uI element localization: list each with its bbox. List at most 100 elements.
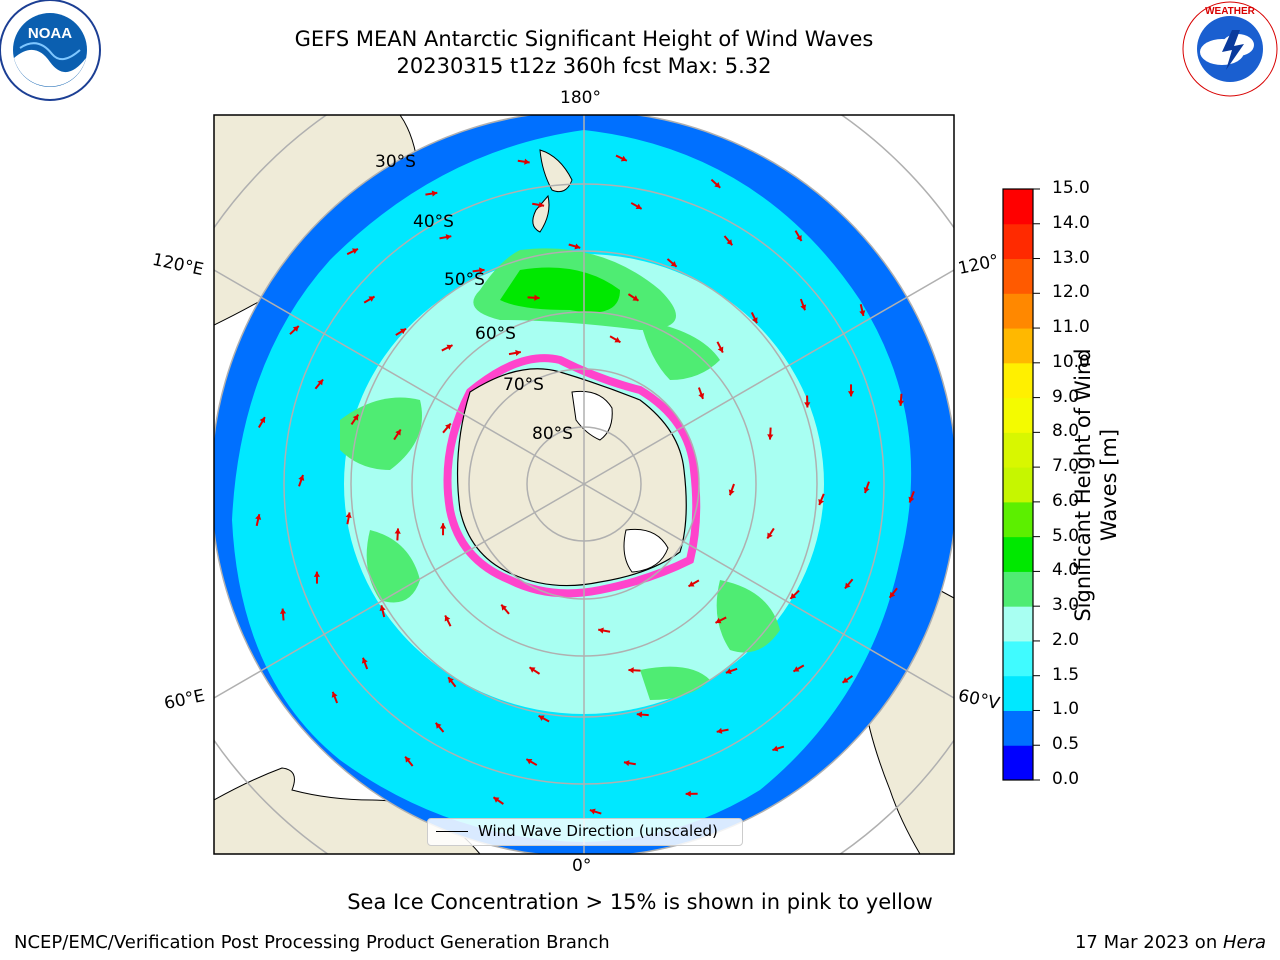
- wind-arrow: [897, 393, 905, 406]
- lon-label-180: 180°: [560, 88, 601, 108]
- wind-arrow: [350, 414, 360, 426]
- wind-arrows: [255, 154, 915, 815]
- lat-label-50s: 50°S: [444, 270, 485, 290]
- wind-arrow: [441, 344, 453, 352]
- lat-label-60s: 60°S: [475, 324, 516, 344]
- wind-arrow: [794, 230, 803, 242]
- wind-arrow: [623, 760, 636, 767]
- wind-arrow: [447, 676, 457, 688]
- wind-arrow: [395, 327, 407, 336]
- colorbar-tick-label: 3.0: [1052, 595, 1080, 616]
- wind-arrow: [404, 756, 414, 767]
- wind-arrow: [538, 714, 550, 723]
- date-text: 17 Mar 2023 on Hera: [1075, 932, 1266, 953]
- wind-arrow: [361, 657, 369, 670]
- colorbar-bin: [1003, 189, 1033, 225]
- graticule: [214, 115, 954, 854]
- wind-arrow: [772, 745, 785, 752]
- colorbar-bin: [1003, 293, 1033, 329]
- wind-arrow: [728, 483, 735, 496]
- wind-arrow: [313, 571, 321, 584]
- wind-arrow: [666, 258, 678, 268]
- colorbar-tick-label: 12.0: [1052, 282, 1090, 303]
- wind-arrow: [444, 615, 452, 627]
- wind-arrow: [439, 523, 447, 536]
- colorbar-bin: [1003, 745, 1033, 781]
- ice-shelf-weddell: [623, 528, 669, 573]
- wind-arrow: [442, 422, 452, 434]
- wind-arrow: [425, 190, 438, 197]
- wind-arrow: [609, 335, 621, 344]
- wind-arrow: [750, 311, 758, 324]
- noaa-logo: NOAA: [0, 0, 101, 101]
- wind-arrow: [508, 349, 521, 356]
- colorbar-tick-label: 1.5: [1052, 664, 1080, 685]
- colorbar-tick-label: 2.0: [1052, 629, 1080, 650]
- colorbar-bin: [1003, 467, 1033, 503]
- wind-arrow: [525, 758, 538, 766]
- wind-arrow: [379, 605, 386, 618]
- wind-arrow: [710, 178, 721, 189]
- wind-arrow: [685, 790, 698, 797]
- lat-label-80s: 80°S: [532, 424, 573, 444]
- colorbar-label: Significant Height of Wind Waves [m]: [1071, 348, 1121, 622]
- national-weather-service-logo: WEATHER: [1182, 1, 1278, 97]
- noaa-logo-text: NOAA: [28, 25, 72, 42]
- wind-arrow: [715, 616, 727, 624]
- wind-arrow: [279, 608, 287, 621]
- colorbar-tick-label: 13.0: [1052, 247, 1090, 268]
- colorbar-tick-label: 8.0: [1052, 421, 1080, 442]
- wind-arrow: [289, 325, 300, 335]
- wind-arrow: [258, 416, 266, 429]
- colorbar-bin: [1003, 640, 1033, 677]
- colorbar-tick-label: 1.0: [1052, 699, 1080, 720]
- colorbar-tick-label: 10.0: [1052, 351, 1090, 372]
- wind-arrow: [908, 491, 915, 503]
- map-subtitle: 20230315 t12z 360h fcst Max: 5.32: [396, 54, 772, 78]
- wind-arrow: [615, 154, 628, 162]
- colorbar-bin: [1003, 223, 1033, 260]
- wind-arrow: [725, 667, 738, 675]
- wind-arrow: [598, 627, 611, 634]
- wind-arrow: [863, 481, 870, 494]
- colorbar-bin: [1003, 328, 1033, 364]
- wind-arrow: [363, 295, 376, 304]
- wind-arrow: [628, 667, 641, 674]
- wind-arrow: [589, 808, 602, 815]
- colorbar-tick-label: 6.0: [1052, 490, 1080, 511]
- colorbar-tick-label: 11.0: [1052, 317, 1090, 338]
- wind-arrow: [439, 234, 452, 241]
- lat-label-70s: 70°S: [503, 375, 544, 395]
- legend-label: Wind Wave Direction (unscaled): [478, 822, 718, 840]
- wind-arrow: [346, 248, 359, 256]
- host-name: Hera: [1222, 932, 1266, 953]
- wind-arrow: [528, 666, 541, 675]
- wind-arrow: [799, 298, 807, 311]
- colorbar-bin: [1003, 432, 1033, 468]
- wind-arrow: [636, 711, 649, 718]
- colorbar-tick-label: 0.5: [1052, 734, 1080, 755]
- colorbar-bin: [1003, 362, 1033, 399]
- sea-ice-note: Sea Ice Concentration > 15% is shown in …: [347, 890, 933, 914]
- wind-arrow: [627, 293, 640, 302]
- wind-arrow: [818, 493, 825, 506]
- wind-arrow: [844, 578, 854, 590]
- wind-arrow: [688, 579, 700, 588]
- wind-arrow: [500, 604, 510, 615]
- colorbar-tick-label: 5.0: [1052, 525, 1080, 546]
- colorbar-tick-label: 0.0: [1052, 769, 1080, 789]
- wind-arrow: [723, 235, 734, 246]
- land-new-zealand: [532, 149, 573, 233]
- wind-arrow: [766, 527, 775, 540]
- wind-arrow: [331, 691, 339, 704]
- wind-arrow: [345, 512, 352, 525]
- colorbar-bin: [1003, 536, 1033, 572]
- wind-arrow: [568, 243, 581, 250]
- wind-arrow: [841, 675, 853, 684]
- colorbar-bin: [1003, 501, 1033, 538]
- date-value: 17 Mar 2023 on: [1074, 932, 1223, 953]
- lon-label-0: 0°: [572, 856, 592, 876]
- wind-arrow: [716, 727, 729, 734]
- wind-arrow: [298, 474, 305, 487]
